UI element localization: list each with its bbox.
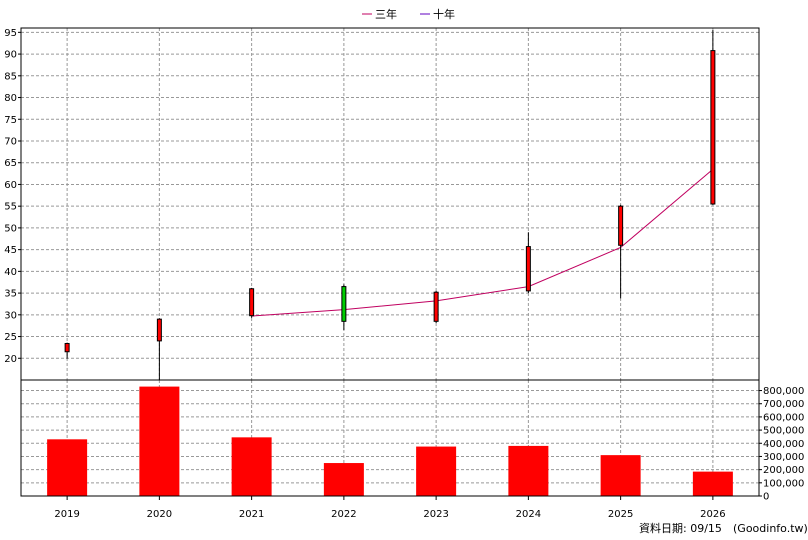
candle-2021: [249, 287, 255, 318]
candle-body: [525, 246, 531, 292]
volume-frame: [20, 379, 760, 497]
candle-body: [64, 342, 70, 353]
volume-bar-2022: [323, 463, 364, 496]
volume-tick-label: 500,000: [763, 426, 804, 437]
candle-2025: [618, 204, 624, 299]
x-tick-label: 2025: [608, 509, 633, 520]
price-tick-label: 50: [4, 223, 17, 234]
candle-body: [710, 50, 716, 205]
x-tick-label: 2023: [423, 509, 448, 520]
volume-tick-label: 100,000: [763, 478, 804, 489]
volume-tick-label: 200,000: [763, 465, 804, 476]
candle-2019: [64, 342, 70, 359]
volume-bar-2019: [47, 439, 88, 496]
candle-2022: [341, 284, 347, 331]
price-tick-label: 55: [4, 202, 17, 213]
x-tick-label: 2021: [239, 509, 264, 520]
price-tick-label: 25: [4, 332, 17, 343]
volume-bar-2023: [416, 446, 457, 496]
price-tick-label: 40: [4, 267, 17, 278]
candle-body: [341, 286, 347, 322]
x-axis: 2019 2020 2021 2022 2023 2024 2025 2026: [54, 496, 726, 520]
price-tick-label: 80: [4, 93, 17, 104]
price-tick-label: 65: [4, 158, 17, 169]
price-tick-label: 20: [4, 354, 17, 365]
price-tick-label: 60: [4, 180, 17, 191]
x-tick-label: 2020: [147, 509, 172, 520]
volume-bar-2020: [139, 386, 180, 496]
legend-label: 十年: [433, 7, 455, 21]
candle-body: [618, 205, 624, 246]
candle-2024: [525, 232, 531, 294]
data-date-label: 資料日期: 09/15: [639, 521, 722, 535]
price-plot-area: [21, 28, 759, 380]
volume-panel: 0 100,000 200,000 300,000 400,000 500,000 600,…: [20, 379, 804, 503]
volume-tick-label: 300,000: [763, 452, 804, 463]
volume-tick-label: 400,000: [763, 439, 804, 450]
volume-bar-2021: [231, 437, 272, 496]
candle-2020: [156, 318, 162, 380]
volume-bar-2026: [692, 471, 733, 496]
price-tick-label: 70: [4, 136, 17, 147]
source-label: (Goodinfo.tw): [733, 522, 808, 535]
candle-body: [249, 288, 255, 317]
volume-tick-label: 800,000: [763, 386, 804, 397]
candle-body: [433, 291, 439, 322]
price-tick-label: 85: [4, 71, 17, 82]
x-tick-label: 2019: [54, 509, 79, 520]
price-tick-label: 30: [4, 310, 17, 321]
candle-2026: [710, 30, 716, 205]
price-panel: 20 25 30 35 40 45 50 55 60 65 70 75 80 85 90 95: [4, 27, 760, 381]
price-tick-label: 35: [4, 289, 17, 300]
volume-tick-label: 700,000: [763, 399, 804, 410]
volume-tick-label: 600,000: [763, 412, 804, 423]
volume-bar-2024: [508, 445, 549, 496]
candle-body: [156, 318, 162, 342]
price-tick-label: 90: [4, 50, 17, 61]
price-tick-label: 75: [4, 115, 17, 126]
volume-tick-label: 0: [763, 492, 769, 503]
candle-2023: [433, 290, 439, 324]
x-tick-label: 2026: [700, 509, 725, 520]
series-line-三年: [251, 168, 714, 317]
x-tick-label: 2024: [516, 509, 541, 520]
legend-label: 三年: [375, 7, 397, 21]
legend: 三年 十年: [362, 7, 455, 21]
volume-plot-area: [21, 380, 759, 496]
price-tick-label: 95: [4, 28, 17, 39]
volume-bar-2025: [600, 455, 641, 496]
price-tick-label: 45: [4, 245, 17, 256]
x-tick-label: 2022: [331, 509, 356, 520]
